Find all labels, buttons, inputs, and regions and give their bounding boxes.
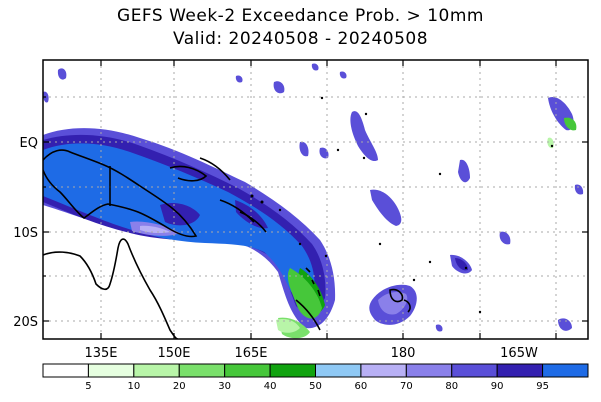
blob-t2: [273, 81, 285, 94]
map-frame: [42, 59, 589, 340]
blob-c10: [319, 147, 329, 159]
blob-c9: [574, 184, 584, 195]
blob-c5: [458, 159, 470, 183]
colorbar-label: 95: [536, 381, 549, 392]
island-dots: [250, 96, 554, 314]
colorbar-label: 5: [85, 381, 91, 392]
blob-c7: [499, 231, 511, 245]
lon-label-180: 180: [391, 346, 416, 361]
lon-label-165e: 165E: [234, 346, 267, 361]
gridlines: [43, 60, 588, 339]
blob-fiji-inner: [378, 292, 408, 315]
blob-c6: [299, 141, 309, 157]
blob-t6: [339, 71, 347, 79]
colorbar-swatch: [133, 363, 180, 378]
lat-label-20s: 20S: [13, 315, 38, 330]
colorbar-swatch: [405, 363, 453, 378]
lon-label-165w: 165W: [500, 346, 538, 361]
blob-c4: [455, 258, 468, 271]
band-90-east: [235, 200, 268, 229]
colorbar-label: 60: [355, 381, 368, 392]
colorbar-swatch: [178, 363, 226, 378]
colorbar-swatch: [496, 363, 544, 378]
colorbar-label: 20: [173, 381, 186, 392]
colorbar-label: 80: [445, 381, 458, 392]
colorbar-label: 10: [127, 381, 140, 392]
ticks: [43, 60, 588, 339]
blob-c8: [558, 318, 572, 331]
blob-t3: [235, 75, 243, 83]
blob-t1: [57, 68, 67, 80]
colorbar-swatch: [269, 363, 317, 378]
colorbar-swatch: [224, 363, 271, 378]
colorbar-label: 30: [218, 381, 231, 392]
blob-c2: [370, 189, 402, 226]
colorbar-label: 90: [491, 381, 504, 392]
blob-ne-green: [564, 117, 577, 131]
colorbar-label: 40: [264, 381, 277, 392]
band-60-inner: [140, 225, 170, 234]
lon-label-135e: 135E: [84, 346, 117, 361]
lat-label-eq: EQ: [20, 136, 38, 151]
colorbar-swatch: [87, 363, 135, 378]
colorbar-swatch: [542, 363, 589, 378]
colorbar: 5 10 20 30 40 50 60 70 80 90 95: [42, 363, 589, 392]
map-area: [43, 60, 588, 339]
colorbar-label: 70: [400, 381, 413, 392]
colorbar-swatch: [451, 363, 498, 378]
green-40: [287, 268, 322, 319]
map-subtitle: Valid: 20240508 - 20240508: [172, 29, 429, 49]
colorbar-swatch: [360, 363, 407, 378]
lat-label-10s: 10S: [13, 226, 38, 241]
colorbar-label: 50: [309, 381, 322, 392]
blob-t5: [311, 63, 319, 71]
lon-label-150e: 150E: [157, 346, 190, 361]
colorbar-swatch: [42, 363, 89, 378]
map-title: GEFS Week-2 Exceedance Prob. > 10mm: [117, 6, 484, 26]
blob-t7: [435, 324, 443, 332]
blob-c1: [350, 111, 378, 162]
coastlines: [43, 149, 411, 339]
colorbar-swatch: [315, 363, 362, 378]
green-20-sw: [276, 318, 300, 333]
